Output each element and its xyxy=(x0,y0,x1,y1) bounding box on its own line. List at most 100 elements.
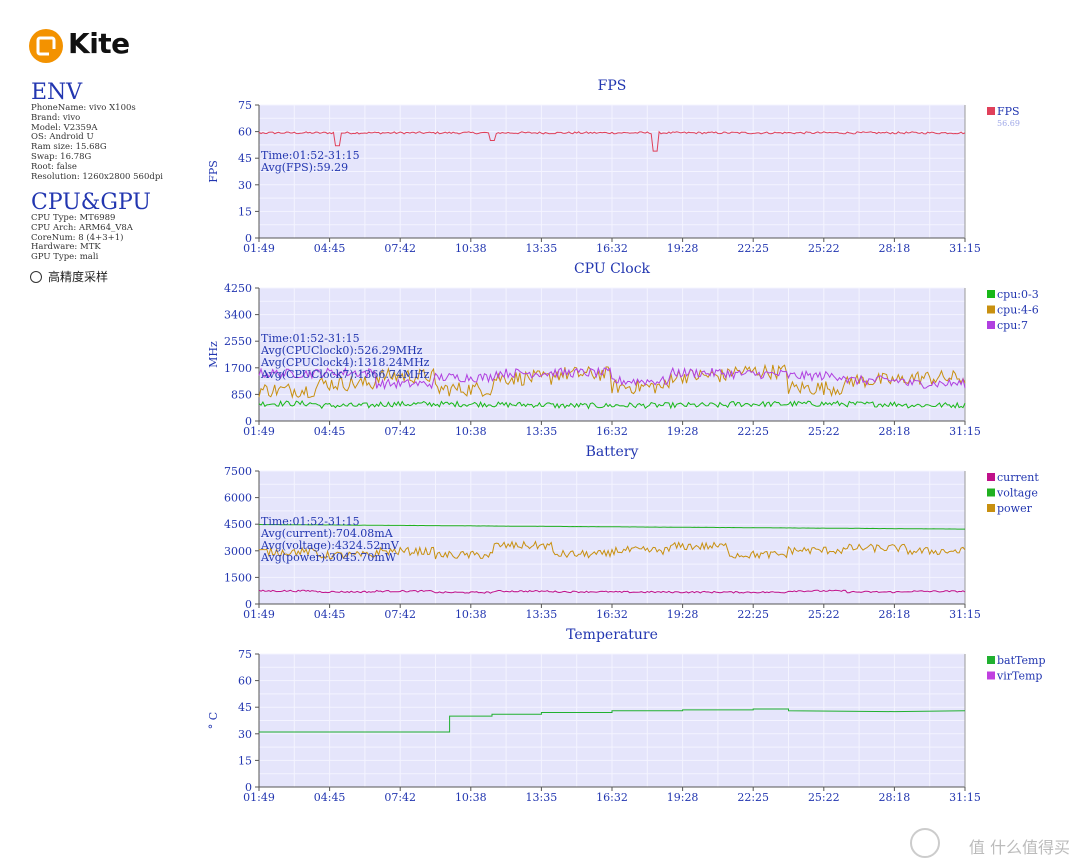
y-tick-label: 3400 xyxy=(224,309,252,322)
chart-annotation: Time:01:52-31:15 xyxy=(261,149,360,162)
x-tick-label: 22:25 xyxy=(737,425,769,438)
series-line-current xyxy=(258,589,966,594)
x-tick-label: 01:49 xyxy=(243,608,275,621)
x-tick-label: 31:15 xyxy=(949,791,981,804)
legend-swatch[interactable] xyxy=(987,107,995,115)
x-tick-label: 13:35 xyxy=(526,791,558,804)
x-tick-label: 13:35 xyxy=(526,608,558,621)
x-tick-label: 10:38 xyxy=(455,608,487,621)
x-tick-label: 22:25 xyxy=(737,791,769,804)
x-tick-label: 16:32 xyxy=(596,425,628,438)
series-line-battemp xyxy=(259,708,966,733)
y-tick-label: 6000 xyxy=(224,492,252,505)
y-tick-label: 60 xyxy=(238,675,252,688)
kite-logo-mark-inner xyxy=(36,36,56,56)
x-tick-label: 28:18 xyxy=(879,425,911,438)
series-line-cpu-0-3 xyxy=(258,399,966,410)
x-tick-label: 19:28 xyxy=(667,425,699,438)
legend-label[interactable]: current xyxy=(997,471,1039,484)
y-tick-label: 60 xyxy=(238,126,252,139)
x-tick-label: 07:42 xyxy=(384,242,416,255)
x-tick-label: 01:49 xyxy=(243,242,275,255)
x-tick-label: 28:18 xyxy=(879,608,911,621)
kite-logo-mark-cut xyxy=(49,49,57,57)
x-tick-label: 04:45 xyxy=(314,608,346,621)
kite-logo xyxy=(29,29,63,63)
app-name: Kite xyxy=(68,27,130,60)
high-precision-sampling-label: 高精度采样 xyxy=(48,270,109,284)
legend-label[interactable]: voltage xyxy=(996,487,1038,500)
chart-title: Battery xyxy=(586,444,639,460)
legend-label[interactable]: virTemp xyxy=(996,670,1042,683)
y-tick-label: 0 xyxy=(245,415,252,428)
x-tick-label: 01:49 xyxy=(243,425,275,438)
x-tick-label: 13:35 xyxy=(526,242,558,255)
legend-label[interactable]: power xyxy=(997,502,1033,515)
x-tick-label: 22:25 xyxy=(737,608,769,621)
env-root: Root: false xyxy=(31,161,77,172)
x-tick-label: 28:18 xyxy=(879,791,911,804)
env-swap: Swap: 16.78G xyxy=(31,151,92,162)
legend-swatch[interactable] xyxy=(987,656,995,664)
x-tick-label: 19:28 xyxy=(667,242,699,255)
chart-title: Temperature xyxy=(566,627,658,643)
cpu-gpu-heading: CPU&GPU xyxy=(31,190,151,215)
series-line-fps xyxy=(258,130,966,152)
chart-annotation: Avg(CPUClock0):526.29MHz xyxy=(260,344,423,357)
chart-title: CPU Clock xyxy=(574,261,651,277)
y-tick-label: 0 xyxy=(245,232,252,245)
chart-annotation: Time:01:52-31:15 xyxy=(261,515,360,528)
x-tick-label: 22:25 xyxy=(737,242,769,255)
env-heading: ENV xyxy=(31,80,83,105)
x-tick-label: 25:22 xyxy=(808,425,840,438)
legend-swatch[interactable] xyxy=(987,504,995,512)
y-tick-label: 1700 xyxy=(224,362,252,375)
legend-swatch[interactable] xyxy=(987,321,995,329)
cpu-arch: CPU Arch: ARM64_V8A xyxy=(31,222,133,233)
x-tick-label: 01:49 xyxy=(243,791,275,804)
legend-label[interactable]: cpu:7 xyxy=(997,319,1028,332)
series-line-power xyxy=(258,540,966,560)
chart-title: FPS xyxy=(598,78,627,94)
env-ram: Ram size: 15.68G xyxy=(31,142,107,153)
core-num: CoreNum: 8 (4+3+1) xyxy=(31,232,124,243)
x-tick-label: 28:18 xyxy=(879,242,911,255)
y-tick-label: 15 xyxy=(238,754,252,767)
legend-label[interactable]: cpu:0-3 xyxy=(997,288,1039,301)
cpu-type: CPU Type: MT6989 xyxy=(31,213,116,223)
watermark: 值 什么值得买 xyxy=(968,838,1070,857)
x-tick-label: 31:15 xyxy=(949,608,981,621)
legend-swatch[interactable] xyxy=(987,671,995,680)
x-tick-label: 31:15 xyxy=(949,242,981,255)
env-brand: Brand: vivo xyxy=(31,112,81,123)
x-tick-label: 04:45 xyxy=(314,425,346,438)
legend-label[interactable]: batTemp xyxy=(997,654,1046,667)
watermark-logo-icon xyxy=(910,828,940,858)
x-tick-label: 16:32 xyxy=(596,791,628,804)
radio-icon[interactable] xyxy=(30,270,42,283)
legend-swatch[interactable] xyxy=(987,473,995,481)
legend-label[interactable]: cpu:4-6 xyxy=(997,304,1039,317)
chart-temperature: Temperature ° C 0 15 30 45 60 75 01:49 04:45 07:42… xyxy=(207,627,1046,804)
y-tick-label: 75 xyxy=(238,99,252,112)
x-tick-label: 19:28 xyxy=(667,608,699,621)
high-precision-sampling-option[interactable]: 高精度采样 xyxy=(30,268,108,285)
x-tick-label: 07:42 xyxy=(384,791,416,804)
chart-annotation: Avg(voltage):4324.52mV xyxy=(260,539,400,552)
y-axis-label: MHz xyxy=(207,341,220,368)
y-axis-label: FPS xyxy=(207,160,220,183)
legend-swatch[interactable] xyxy=(987,488,995,497)
legend-label[interactable]: FPS xyxy=(997,105,1020,118)
series-line-voltage xyxy=(259,523,965,530)
legend-swatch[interactable] xyxy=(987,290,995,298)
legend-swatch[interactable] xyxy=(987,305,995,314)
env-os: OS: Android U xyxy=(31,132,94,143)
env-model: Model: V2359A xyxy=(31,122,98,133)
gpu-type: GPU Type: mali xyxy=(31,252,99,263)
y-tick-label: 45 xyxy=(238,701,252,714)
x-tick-label: 25:22 xyxy=(808,608,840,621)
y-tick-label: 7500 xyxy=(224,465,252,478)
x-tick-label: 04:45 xyxy=(314,791,346,804)
chart-annotation: Avg(current):704.08mA xyxy=(260,527,394,540)
chart-battery: Battery 0 1500 3000 4500 6000 7500 01:49 04:45 07… xyxy=(224,444,1039,621)
